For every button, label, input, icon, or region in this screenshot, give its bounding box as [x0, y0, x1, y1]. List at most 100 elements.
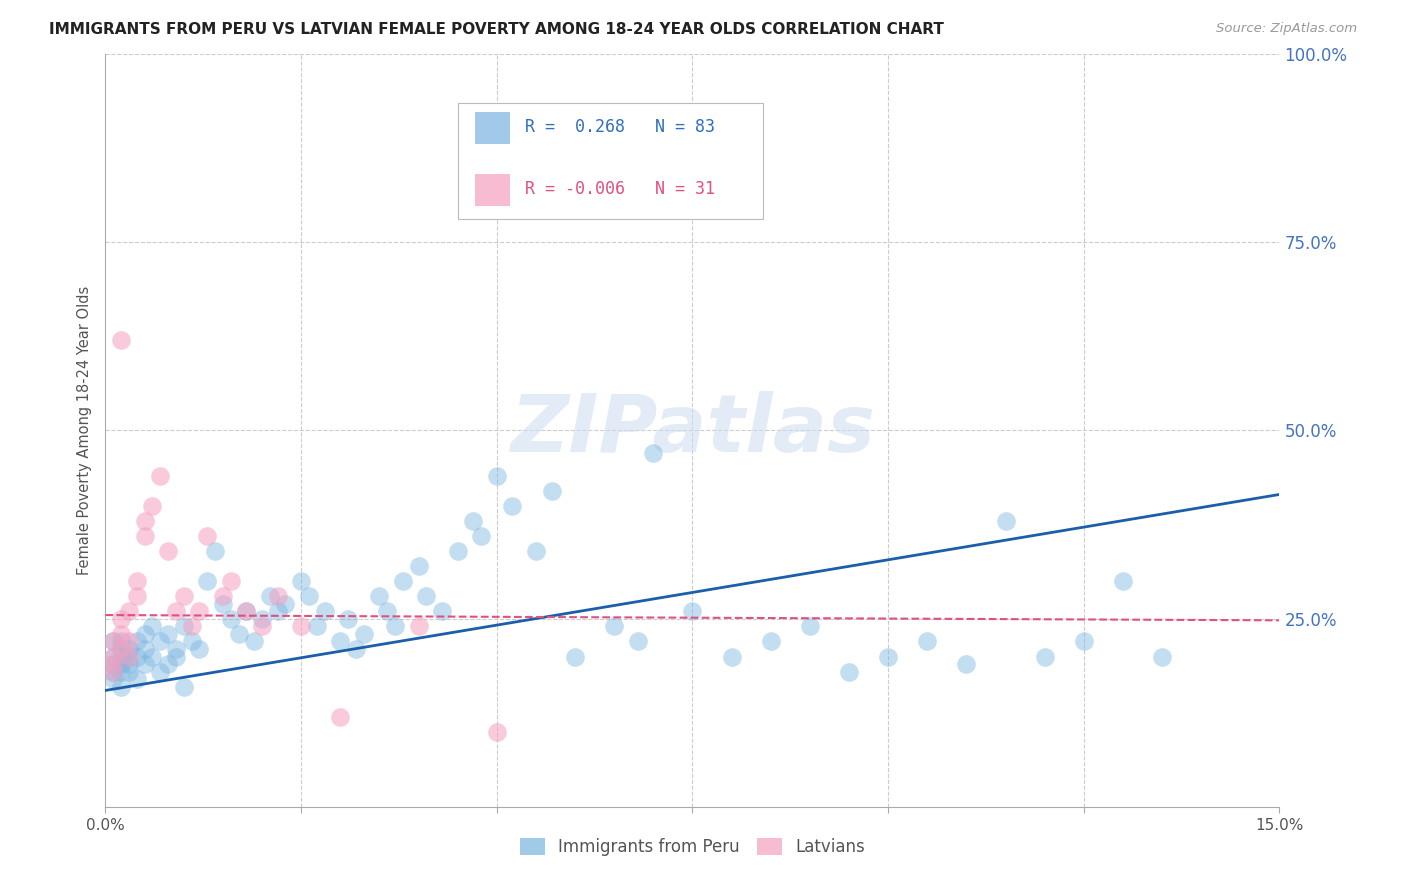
Point: [368, 589, 391, 603]
Point: [408, 619, 430, 633]
Text: ZIPatlas: ZIPatlas: [510, 392, 875, 469]
Point: [157, 544, 180, 558]
Point: [134, 514, 156, 528]
Point: [204, 544, 226, 558]
Point: [180, 634, 202, 648]
Point: [125, 672, 148, 686]
Point: [228, 627, 250, 641]
Point: [188, 604, 211, 618]
Point: [1112, 574, 1135, 589]
Point: [337, 612, 360, 626]
Point: [173, 589, 195, 603]
Point: [235, 604, 257, 618]
Point: [408, 559, 430, 574]
Point: [149, 634, 172, 648]
Point: [141, 649, 163, 664]
Point: [103, 657, 125, 671]
Point: [125, 574, 148, 589]
Point: [188, 642, 211, 657]
Point: [430, 604, 453, 618]
Point: [118, 649, 141, 664]
Point: [344, 642, 367, 657]
Point: [329, 634, 352, 648]
Point: [211, 597, 233, 611]
Point: [250, 612, 273, 626]
Point: [110, 680, 132, 694]
Point: [118, 665, 141, 679]
Point: [134, 642, 156, 657]
Text: IMMIGRANTS FROM PERU VS LATVIAN FEMALE POVERTY AMONG 18-24 YEAR OLDS CORRELATION: IMMIGRANTS FROM PERU VS LATVIAN FEMALE P…: [49, 22, 943, 37]
Point: [103, 634, 125, 648]
Point: [955, 657, 977, 671]
Point: [118, 604, 141, 618]
Point: [110, 665, 132, 679]
FancyBboxPatch shape: [457, 103, 763, 219]
Point: [110, 333, 132, 347]
Point: [1073, 634, 1095, 648]
Point: [446, 544, 468, 558]
Point: [103, 634, 125, 648]
Point: [219, 612, 242, 626]
Point: [329, 710, 352, 724]
Point: [375, 604, 398, 618]
Point: [298, 589, 321, 603]
Point: [915, 634, 938, 648]
Point: [134, 529, 156, 543]
Point: [266, 589, 288, 603]
Point: [149, 468, 172, 483]
Point: [103, 649, 125, 664]
Point: [141, 619, 163, 633]
Point: [149, 665, 172, 679]
Point: [643, 446, 665, 460]
Point: [603, 619, 626, 633]
Point: [110, 657, 132, 671]
Point: [103, 672, 125, 686]
Point: [485, 724, 508, 739]
Point: [195, 529, 218, 543]
Point: [118, 634, 141, 648]
Text: R = -0.006   N = 31: R = -0.006 N = 31: [524, 180, 714, 198]
Point: [994, 514, 1017, 528]
Bar: [475, 174, 510, 206]
Point: [118, 657, 141, 671]
Point: [219, 574, 242, 589]
Point: [877, 649, 900, 664]
Point: [110, 649, 132, 664]
Point: [125, 589, 148, 603]
Point: [838, 665, 860, 679]
Point: [485, 468, 508, 483]
Point: [118, 649, 141, 664]
Point: [173, 680, 195, 694]
Point: [103, 657, 125, 671]
Point: [305, 619, 328, 633]
Point: [627, 634, 650, 648]
Point: [274, 597, 297, 611]
Point: [259, 589, 281, 603]
Point: [165, 642, 187, 657]
Point: [103, 665, 125, 679]
Point: [243, 634, 266, 648]
Point: [110, 634, 132, 648]
Point: [470, 145, 492, 159]
Text: R =  0.268   N = 83: R = 0.268 N = 83: [524, 119, 714, 136]
Point: [211, 589, 233, 603]
Point: [799, 619, 821, 633]
Point: [524, 544, 547, 558]
Point: [266, 604, 288, 618]
Point: [110, 612, 132, 626]
Point: [180, 619, 202, 633]
Point: [110, 642, 132, 657]
Point: [353, 627, 375, 641]
Point: [681, 604, 703, 618]
Point: [384, 619, 406, 633]
Point: [290, 619, 312, 633]
Point: [125, 649, 148, 664]
Point: [134, 627, 156, 641]
Point: [1033, 649, 1056, 664]
Point: [290, 574, 312, 589]
Point: [165, 649, 187, 664]
Point: [103, 665, 125, 679]
Point: [314, 604, 336, 618]
Point: [134, 657, 156, 671]
Point: [540, 483, 562, 498]
